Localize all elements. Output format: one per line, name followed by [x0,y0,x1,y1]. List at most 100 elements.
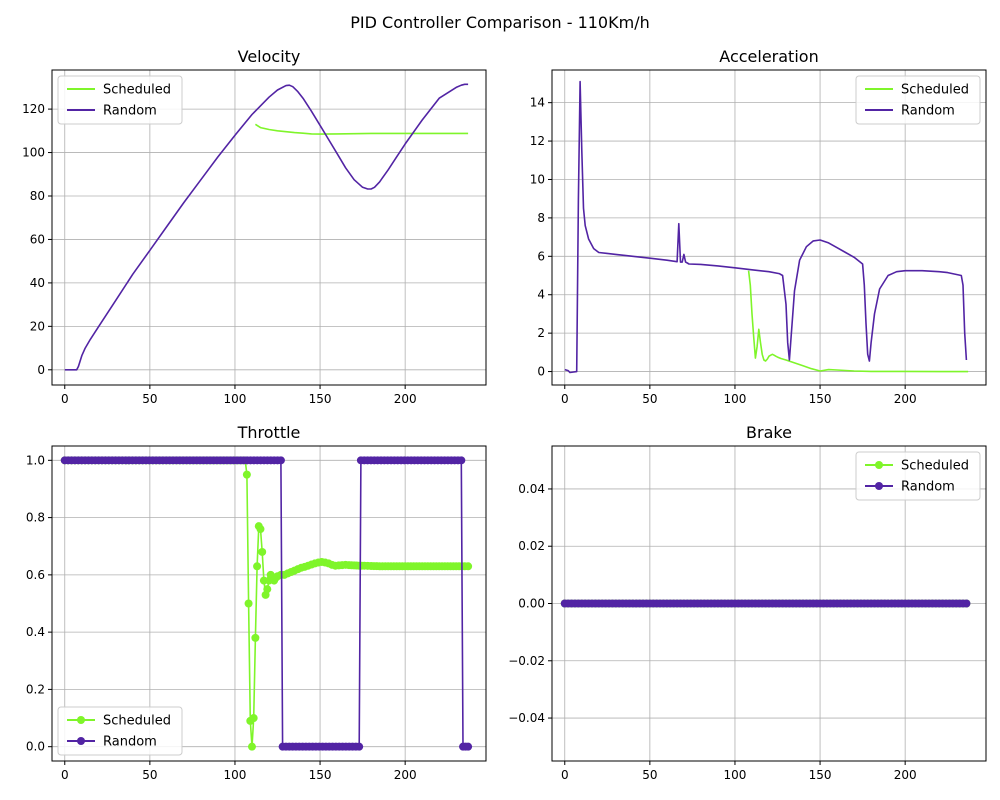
legend: Scheduled Random [57,75,183,125]
legend-label: Scheduled [103,714,171,729]
data-point [249,714,258,723]
x-tick-label: 150 [809,768,832,782]
series-scheduled [747,270,969,373]
data-point [251,633,260,642]
data-point [464,562,473,571]
plot-frame [551,69,987,386]
data-point [457,456,466,465]
x-tick-label: 0 [61,392,69,406]
x-tick-label: 0 [561,392,569,406]
y-tick-label: 6 [537,249,545,263]
series-random [64,83,469,371]
y-tick-label: 0.8 [26,511,45,525]
y-tick-label: 2 [537,326,545,340]
subplot-brake: Brake 0 50 100 150 200 −0.04 −0.02 0.00 0.02 0.04 S… [508,423,987,782]
series-random [560,599,971,608]
data-point [253,562,262,571]
y-tick-label: 12 [530,134,545,148]
y-tick-label: 20 [30,319,45,333]
data-point [244,599,253,608]
data-point [242,470,251,479]
x-tick-label: 150 [809,392,832,406]
series-random [564,80,968,374]
plot-frame [51,445,487,762]
legend: Scheduled Random [855,75,981,125]
subplot-title: Brake [746,423,792,442]
y-tick-label: 8 [537,211,545,225]
legend-label: Random [103,735,157,750]
x-tick-label: 200 [894,392,917,406]
y-tick-label: 60 [30,232,45,246]
subplot-acceleration: Acceleration 0 50 100 150 200 0 2 4 6 8 10 12 14 Sched… [530,47,987,406]
series-line [254,123,469,135]
x-tick-label: 50 [142,768,157,782]
data-point [263,585,272,594]
series-line [64,459,469,748]
legend-label: Random [103,104,157,119]
y-tick-label: 4 [537,288,545,302]
legend-label: Scheduled [901,459,969,474]
y-tick-label: −0.02 [508,654,545,668]
y-tick-label: 0.04 [518,482,545,496]
plot-frame [51,69,487,386]
y-tick-label: 0.6 [26,568,45,582]
y-tick-label: −0.04 [508,711,545,725]
y-tick-label: 0.4 [26,625,45,639]
x-tick-label: 100 [224,768,247,782]
x-tick-label: 100 [724,392,747,406]
x-tick-label: 0 [561,768,569,782]
series-line [64,83,469,371]
series-line [747,270,969,373]
subplot-title: Acceleration [719,47,818,66]
legend-label: Scheduled [103,83,171,98]
data-point [256,525,265,534]
x-tick-label: 150 [309,768,332,782]
x-tick-label: 100 [724,768,747,782]
series-line [64,459,469,748]
x-tick-label: 200 [394,392,417,406]
subplot-throttle: Throttle 0 50 100 150 200 0.0 0.2 0.4 0.6 0.8 1.0 Sc… [26,423,487,782]
y-tick-label: 100 [22,146,45,160]
y-tick-label: 0.00 [518,597,545,611]
legend-label: Random [901,104,955,119]
series-scheduled [254,123,469,135]
x-tick-label: 200 [894,768,917,782]
x-tick-label: 0 [61,768,69,782]
y-tick-label: 80 [30,189,45,203]
legend-label: Scheduled [901,83,969,98]
y-tick-label: 10 [530,172,545,186]
data-point [355,742,364,751]
x-tick-label: 50 [142,392,157,406]
y-tick-label: 0 [37,363,45,377]
series-random [60,456,473,751]
legend-label: Random [901,480,955,495]
x-tick-label: 200 [394,768,417,782]
y-tick-label: 0 [537,365,545,379]
x-tick-label: 50 [642,768,657,782]
data-point [464,742,473,751]
data-point [276,456,285,465]
y-tick-label: 120 [22,102,45,116]
y-tick-label: 0.2 [26,682,45,696]
y-tick-label: 0.02 [518,539,545,553]
legend: Scheduled Random [57,706,183,756]
subplot-title: Throttle [237,423,301,442]
data-point [258,547,267,556]
y-tick-label: 40 [30,276,45,290]
y-tick-label: 1.0 [26,453,45,467]
x-tick-label: 150 [309,392,332,406]
figure-title: PID Controller Comparison - 110Km/h [350,13,650,32]
legend-marker [77,716,85,724]
legend-marker [875,482,883,490]
x-tick-label: 50 [642,392,657,406]
data-point [247,742,256,751]
legend-marker [77,737,85,745]
legend: Scheduled Random [855,451,981,501]
legend-marker [875,461,883,469]
x-tick-label: 100 [224,392,247,406]
y-tick-label: 0.0 [26,740,45,754]
series-line [564,80,968,374]
subplot-title: Velocity [238,47,301,66]
y-tick-label: 14 [530,96,545,110]
